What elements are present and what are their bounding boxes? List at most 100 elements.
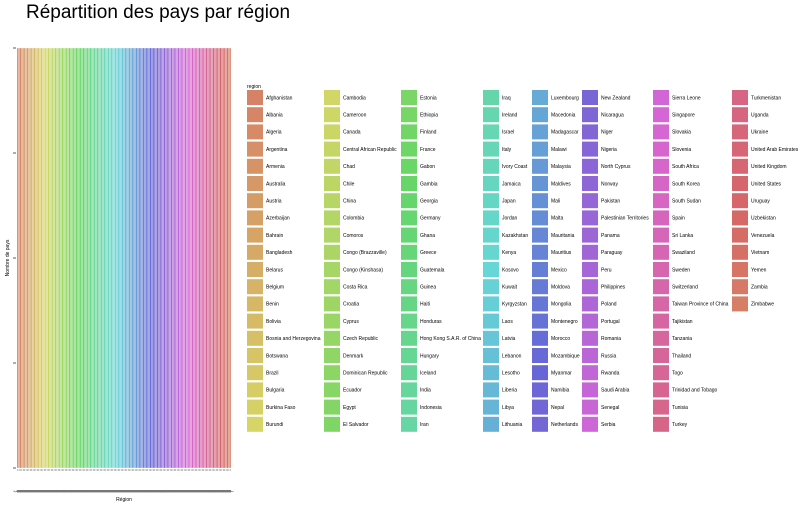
legend-label-45: Gabon [420, 164, 435, 170]
bar-138 [208, 47, 211, 469]
bar-92 [144, 47, 146, 469]
legend-label-116: Russia [601, 353, 617, 359]
legend-label-124: Slovenia [672, 147, 691, 153]
legend-label-141: Turkmenistan [751, 95, 781, 101]
bar-84 [132, 47, 135, 469]
legend-key-129 [653, 227, 669, 243]
legend-key-83 [532, 124, 548, 140]
bar-45 [78, 47, 81, 469]
axes-group: AfghanistanAlbaniaAlgeriaArgentinaArmeni… [5, 47, 234, 503]
legend-key-138 [653, 382, 669, 398]
bar-16 [37, 47, 40, 469]
bar-71 [114, 47, 117, 469]
legend-key-28 [324, 210, 340, 226]
bar-135 [204, 47, 206, 469]
legend-key-50 [401, 244, 417, 260]
legend-label-121: Sierra Leone [672, 95, 701, 101]
legend-label-143: Ukraine [751, 130, 768, 136]
legend-label-16: Botswana [266, 353, 288, 359]
legend-label-148: Uzbekistan [751, 216, 776, 222]
bar-7 [25, 47, 27, 469]
bar-103 [159, 47, 162, 469]
bar-72 [116, 47, 118, 469]
legend-label-44: France [420, 147, 436, 153]
legend-label-107: Pakistan [601, 199, 620, 205]
bar-54 [90, 47, 93, 469]
bar-88 [138, 47, 141, 469]
legend-label-95: Morocco [551, 336, 570, 342]
legend-key-42 [401, 107, 417, 123]
legend-label-138: Trinidad and Tobago [672, 388, 718, 394]
legend-key-139 [653, 399, 669, 415]
bar-127 [193, 47, 195, 469]
legend-label-6: Australia [266, 181, 286, 187]
legend-label-147: Uruguay [751, 199, 770, 205]
legend-key-128 [653, 210, 669, 226]
legend-label-78: Liberia [502, 388, 517, 394]
bar-65 [106, 47, 109, 469]
legend-label-1: Afghanistan [266, 95, 293, 101]
bar-128 [194, 47, 197, 469]
bar-69 [111, 47, 114, 469]
bar-56 [93, 47, 96, 469]
legend-key-126 [653, 176, 669, 191]
legend-label-80: Lithuania [502, 422, 523, 428]
legend-label-56: Hungary [420, 353, 439, 359]
legend-label-151: Yemen [751, 267, 767, 273]
legend-label-106: Norway [601, 181, 618, 187]
legend-label-23: Canada [343, 130, 361, 136]
bar-144 [216, 47, 219, 469]
legend-label-132: Switzerland [672, 285, 698, 291]
legend-key-124 [653, 141, 669, 157]
bar-111 [170, 47, 173, 469]
legend-key-119 [582, 399, 598, 415]
bar-14 [35, 47, 37, 469]
legend-label-26: Chile [343, 181, 355, 187]
bar-152 [228, 47, 230, 469]
legend-key-57 [401, 365, 417, 381]
bar-112 [172, 47, 174, 469]
bar-147 [221, 47, 223, 469]
legend-label-91: Mexico [551, 267, 567, 273]
legend-label-81: Luxembourg [551, 95, 579, 101]
bar-40 [71, 47, 74, 469]
bar-15 [36, 47, 39, 469]
bar-58 [96, 47, 99, 469]
legend-label-128: Spain [672, 216, 685, 222]
legend-label-114: Portugal [601, 319, 620, 325]
legend-key-27 [324, 193, 340, 209]
bar-123 [187, 47, 190, 469]
legend-label-3: Algeria [266, 130, 282, 136]
bar-140 [211, 47, 213, 469]
legend-label-41: Estonia [420, 95, 437, 101]
legend-key-78 [483, 382, 499, 398]
legend-key-103 [582, 124, 598, 140]
bar-42 [74, 47, 76, 469]
bar-126 [191, 47, 194, 469]
legend-key-41 [401, 90, 417, 105]
bar-108 [166, 47, 169, 469]
legend-key-9 [247, 227, 263, 243]
bar-102 [158, 47, 160, 469]
legend-key-10 [247, 244, 263, 260]
legend-label-13: Benin [266, 302, 279, 308]
legend-label-67: Japan [502, 199, 516, 205]
legend-key-80 [483, 416, 499, 432]
legend-key-8 [247, 210, 263, 226]
legend-label-142: Uganda [751, 113, 769, 119]
bar-153 [229, 47, 232, 469]
legend-label-75: Latvia [502, 336, 516, 342]
bar-105 [162, 47, 165, 469]
bar-131 [198, 47, 201, 469]
legend-key-23 [324, 124, 340, 140]
legend-key-7 [247, 193, 263, 209]
legend-label-20: Burundi [266, 422, 283, 428]
bar-27 [53, 47, 55, 469]
bar-143 [215, 47, 218, 469]
legend-label-62: Ireland [502, 113, 518, 119]
legend-label-111: Peru [601, 267, 612, 273]
legend-key-58 [401, 382, 417, 398]
bar-46 [79, 47, 82, 469]
legend-key-32 [324, 279, 340, 295]
legend-key-67 [483, 193, 499, 209]
